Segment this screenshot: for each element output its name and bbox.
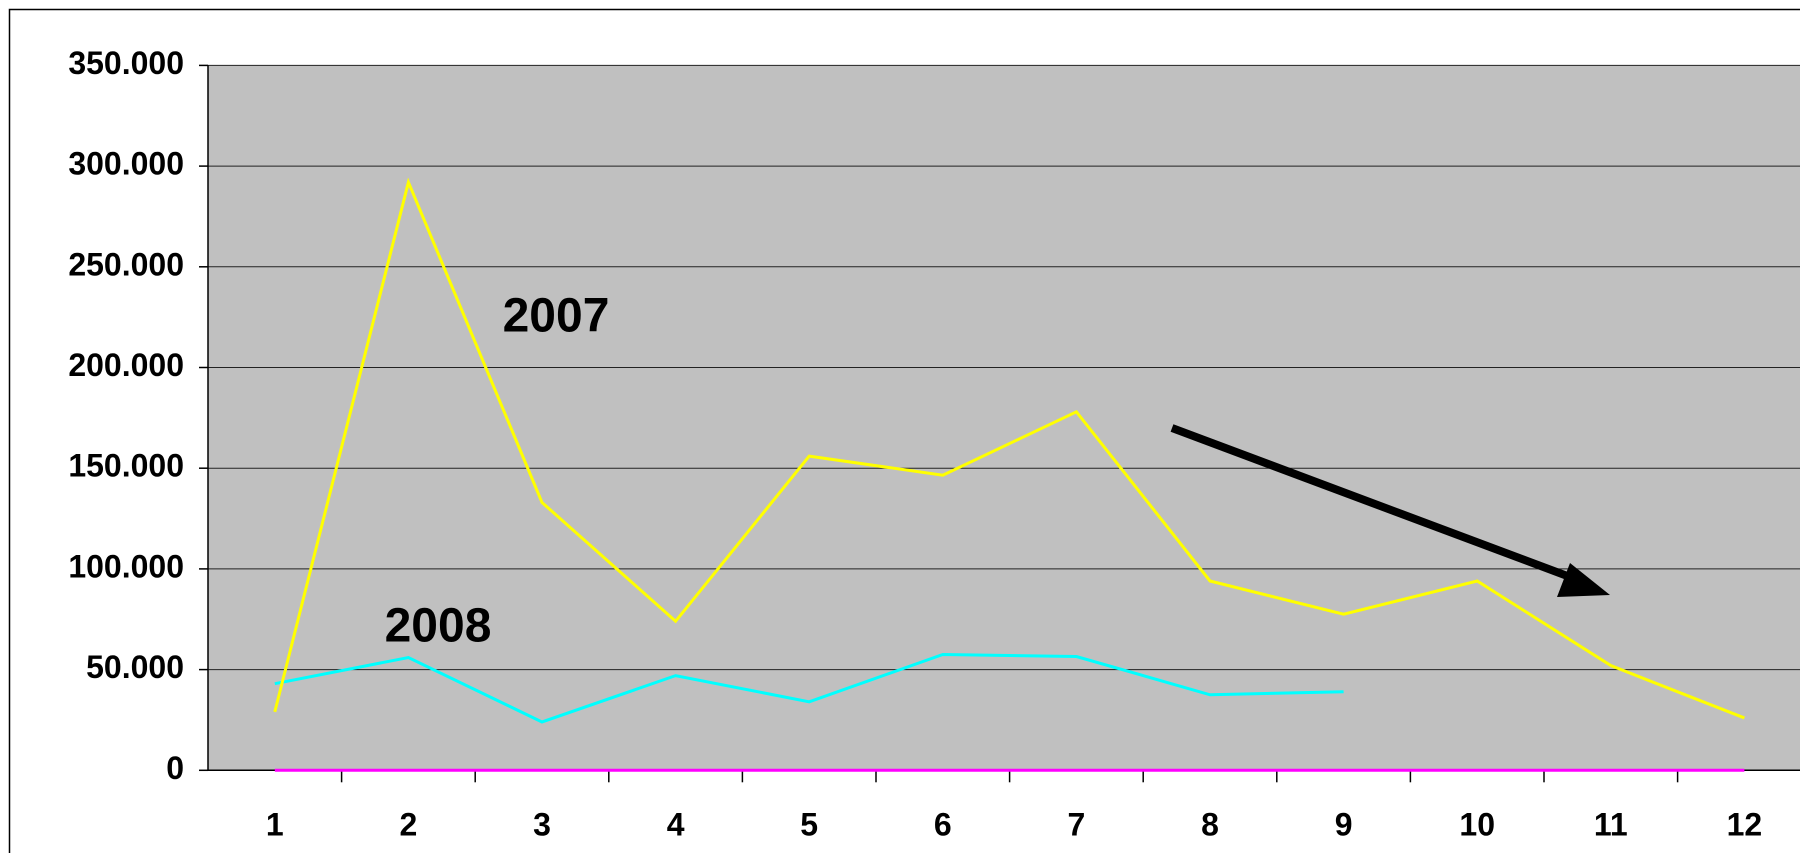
- series-line: [273, 177, 1745, 720]
- y-tick-label: 250.000: [68, 246, 184, 282]
- x-tick-label: 3: [533, 806, 551, 842]
- plot-area: 0 50.000 100.000 150.000 200.000 250.000 300.0…: [68, 45, 1800, 842]
- x-tick-label: 2: [400, 806, 418, 842]
- y-tick-label: 0: [166, 750, 184, 786]
- y-tick-label: 150.000: [68, 448, 184, 484]
- x-tick-label: 12: [1727, 806, 1763, 842]
- x-tick-label: 5: [800, 806, 818, 842]
- trend-arrow-shaft: [1170, 424, 1580, 584]
- y-tick-label: 50.000: [86, 649, 184, 685]
- plot-background: [208, 65, 1800, 771]
- x-tick-label: 9: [1335, 806, 1353, 842]
- x-tick-label: 8: [1201, 806, 1219, 842]
- y-tick-label: 350.000: [68, 45, 184, 81]
- annotation: 2008: [385, 600, 492, 653]
- chart-frame: [8, 8, 1800, 853]
- trend-arrow-head: [1557, 563, 1610, 597]
- x-tick-label: 10: [1459, 806, 1495, 842]
- annotation: 2007: [503, 290, 610, 343]
- y-tick-label: 300.000: [68, 146, 184, 182]
- y-tick-label: 100.000: [68, 548, 184, 584]
- x-tick-label: 7: [1068, 806, 1086, 842]
- x-tick-label: 1: [266, 806, 284, 842]
- series-line: [274, 652, 1344, 724]
- x-tick-label: 4: [667, 806, 685, 842]
- y-tick-label: 200.000: [68, 347, 184, 383]
- x-tick-label: 6: [934, 806, 952, 842]
- x-tick-label: 11: [1594, 806, 1628, 842]
